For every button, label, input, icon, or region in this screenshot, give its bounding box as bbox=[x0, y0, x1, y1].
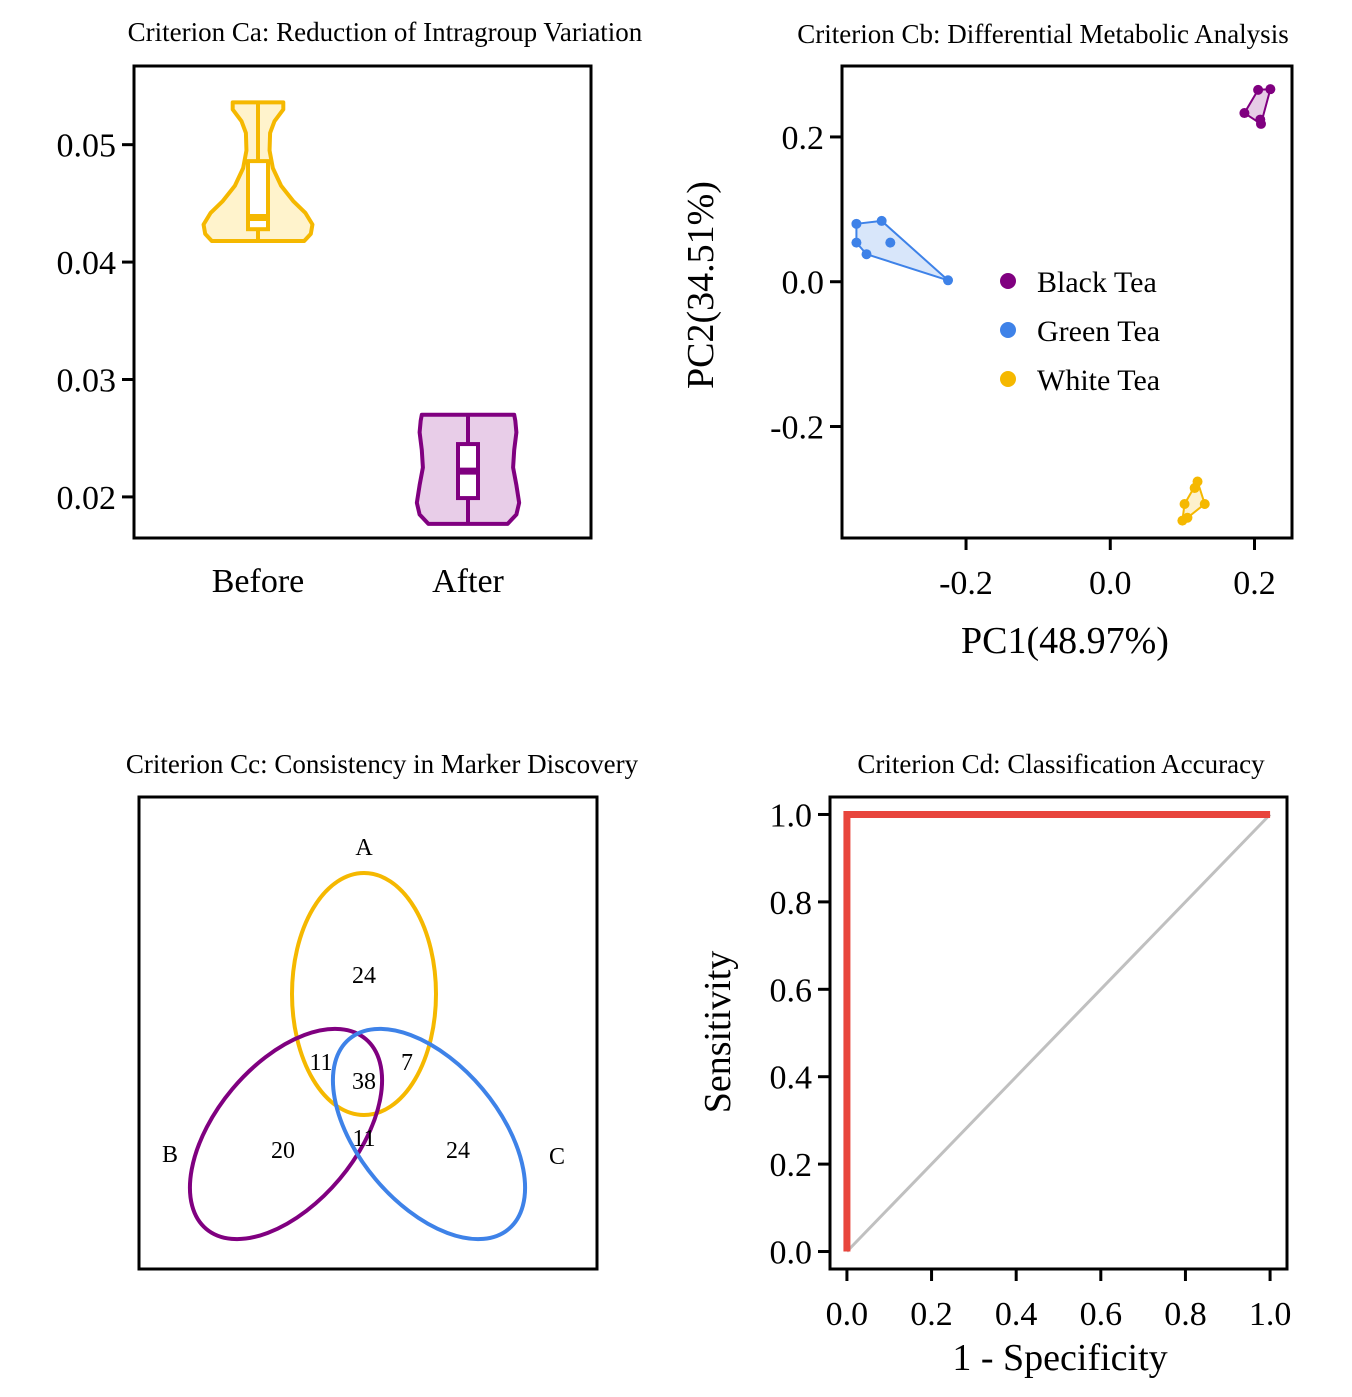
point-green-tea-3 bbox=[876, 215, 887, 226]
cb-y-tick-label-0: -0.2 bbox=[770, 410, 824, 447]
cb-legend: Black Tea Green Tea White Tea bbox=[1000, 266, 1160, 397]
venn-circle-c bbox=[330, 1026, 528, 1242]
legend-label-green-tea: Green Tea bbox=[1037, 315, 1160, 348]
point-green-tea-0 bbox=[851, 218, 862, 229]
cc-title: Criterion Cc: Consistency in Marker Disc… bbox=[126, 749, 639, 779]
panel-cc: Criterion Cc: Consistency in Marker Disc… bbox=[126, 749, 639, 1271]
cd-x-tick-label-0: 0.0 bbox=[826, 1296, 869, 1333]
legend-label-white-tea: White Tea bbox=[1037, 364, 1160, 397]
cb-y-axis-label: PC2(34.51%) bbox=[680, 181, 722, 389]
point-white-tea-1 bbox=[1179, 498, 1190, 509]
cd-y-tick-label-2: 0.4 bbox=[770, 1060, 813, 1097]
cd-y-tick-label-1: 0.2 bbox=[770, 1147, 813, 1184]
cd-title: Criterion Cd: Classification Accuracy bbox=[857, 749, 1265, 779]
venn-set-label-b: B bbox=[162, 1142, 178, 1168]
cd-y-tick-label-0: 0.0 bbox=[770, 1235, 813, 1272]
chance-diagonal bbox=[845, 813, 1272, 1253]
cb-y-tick-label-2: 0.2 bbox=[782, 120, 825, 157]
cd-x-axis-label: 1 - Specificity bbox=[952, 1337, 1167, 1379]
venn-region-b-c: 11 bbox=[352, 1126, 375, 1152]
ca-y-tick-label-1: 0.03 bbox=[57, 362, 117, 399]
cb-x-tick-label-0: -0.2 bbox=[939, 565, 993, 602]
roc-curve bbox=[843, 810, 1271, 1252]
point-green-tea-2 bbox=[861, 249, 872, 260]
cd-x-tick-label-3: 0.6 bbox=[1080, 1296, 1123, 1333]
venn-region-a-only: 24 bbox=[352, 963, 376, 989]
cb-x-tick-label-1: 0.0 bbox=[1089, 565, 1132, 602]
cd-x-tick-label-1: 0.2 bbox=[910, 1296, 953, 1333]
cc-plot-frame bbox=[137, 795, 599, 1271]
cb-title: Criterion Cb: Differential Metabolic Ana… bbox=[797, 19, 1288, 49]
cd-y-axis-label: Sensitivity bbox=[697, 951, 739, 1114]
legend-marker-green-tea bbox=[1000, 322, 1016, 338]
ca-x-tick-after: After bbox=[432, 563, 504, 600]
cd-y-tick-label-4: 0.8 bbox=[770, 885, 813, 922]
venn-region-a-b-c: 38 bbox=[352, 1069, 376, 1095]
point-black-tea-0 bbox=[1239, 108, 1250, 119]
venn-region-b-only: 20 bbox=[271, 1138, 295, 1164]
point-black-tea-4 bbox=[1265, 84, 1276, 95]
venn-region-a-b: 11 bbox=[309, 1050, 332, 1076]
cd-y-tick-label-3: 0.6 bbox=[770, 972, 813, 1009]
ca-title: Criterion Ca: Reduction of Intragroup Va… bbox=[128, 17, 643, 47]
cd-x-tick-label-2: 0.4 bbox=[995, 1296, 1038, 1333]
legend-marker-black-tea bbox=[1000, 273, 1016, 289]
point-green-tea-5 bbox=[943, 275, 954, 286]
ca-plot-frame bbox=[132, 64, 593, 540]
point-white-tea-4 bbox=[1192, 476, 1203, 487]
point-black-tea-3 bbox=[1255, 118, 1266, 129]
ca-x-tick-before: Before bbox=[212, 563, 305, 600]
cb-x-axis-label: PC1(48.97%) bbox=[961, 620, 1169, 662]
venn-circle-b bbox=[187, 1026, 385, 1242]
venn-region-a-c: 7 bbox=[401, 1050, 413, 1076]
venn-set-label-c: C bbox=[549, 1144, 565, 1170]
legend-label-black-tea: Black Tea bbox=[1037, 266, 1157, 299]
cd-y-tick-label-5: 1.0 bbox=[770, 797, 813, 834]
venn-region-c-only: 24 bbox=[446, 1138, 470, 1164]
panel-cd: Criterion Cd: Classification Accuracy 0.… bbox=[697, 749, 1291, 1379]
hull-green-tea bbox=[855, 219, 950, 282]
panel-cb: Criterion Cb: Differential Metabolic Ana… bbox=[680, 19, 1294, 662]
ca-y-tick-label-3: 0.05 bbox=[57, 128, 117, 165]
venn-circle-a bbox=[290, 871, 438, 1117]
point-green-tea-1 bbox=[851, 237, 862, 248]
venn-set-label-a: A bbox=[355, 835, 373, 861]
ca-y-tick-label-0: 0.02 bbox=[57, 480, 117, 517]
point-white-tea-2 bbox=[1182, 512, 1193, 523]
ca-y-tick-label-2: 0.04 bbox=[57, 245, 117, 282]
legend-marker-white-tea bbox=[1000, 371, 1016, 387]
box-before bbox=[246, 159, 270, 232]
point-white-tea-5 bbox=[1199, 498, 1210, 509]
cd-plot-frame bbox=[828, 795, 1289, 1271]
point-green-tea-4 bbox=[885, 237, 896, 248]
cb-plot-frame bbox=[840, 64, 1294, 540]
point-black-tea-1 bbox=[1253, 84, 1264, 95]
cb-x-tick-label-2: 0.2 bbox=[1233, 565, 1276, 602]
cb-y-tick-label-1: 0.0 bbox=[782, 265, 825, 302]
cd-x-tick-label-5: 1.0 bbox=[1249, 1296, 1292, 1333]
cd-x-tick-label-4: 0.8 bbox=[1164, 1296, 1207, 1333]
panel-ca: Criterion Ca: Reduction of Intragroup Va… bbox=[57, 17, 643, 600]
